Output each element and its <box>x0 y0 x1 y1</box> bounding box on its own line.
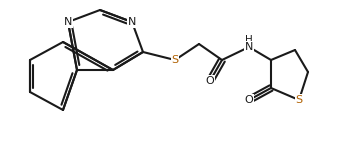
Text: O: O <box>206 76 214 86</box>
Text: N: N <box>128 17 136 27</box>
Text: H: H <box>245 42 253 52</box>
Text: N: N <box>245 42 253 52</box>
Text: H: H <box>245 35 253 45</box>
Text: N: N <box>64 17 72 27</box>
Text: O: O <box>245 95 253 105</box>
Text: S: S <box>295 95 302 105</box>
Text: S: S <box>172 55 179 65</box>
